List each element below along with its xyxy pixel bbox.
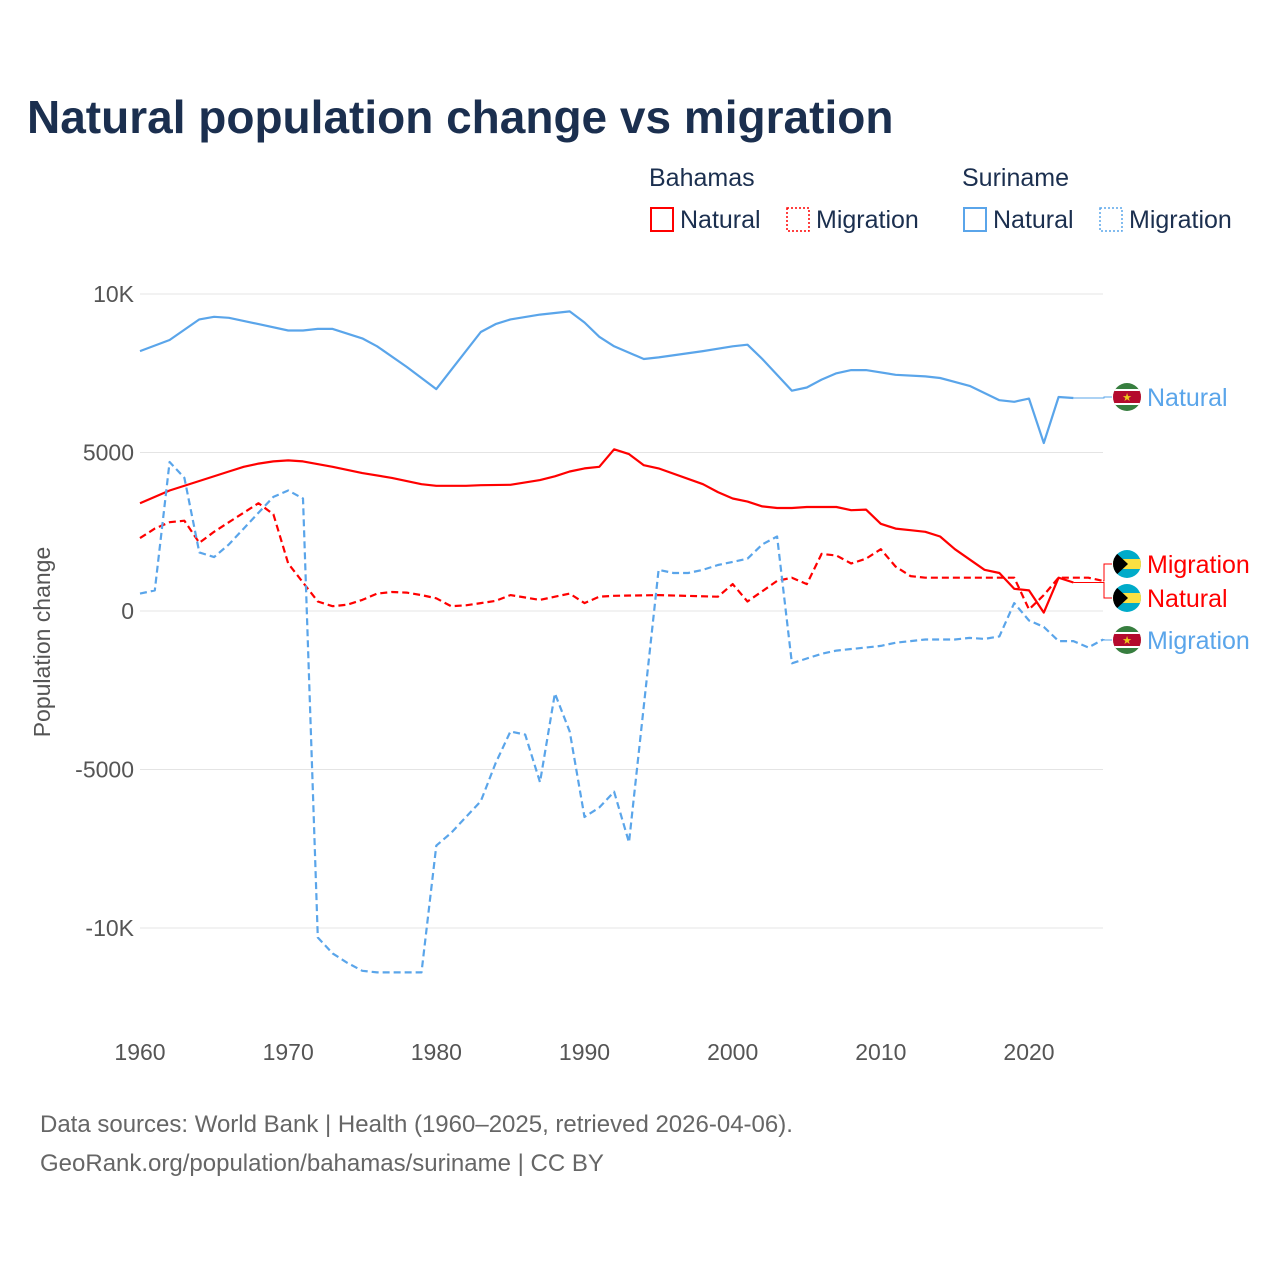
end-label-text: Natural	[1147, 384, 1228, 412]
series-lines	[139, 310, 1104, 974]
legend-item-suriname-natural[interactable]: Natural	[993, 206, 1074, 234]
svg-text:★: ★	[1122, 392, 1132, 404]
x-tick-label: 1980	[411, 1039, 462, 1065]
series-line-bahamas-migration	[139, 502, 1104, 611]
series-line-bahamas-natural	[139, 448, 1074, 614]
bahamas-flag-icon	[1113, 550, 1141, 578]
x-tick-label: 1960	[114, 1039, 165, 1065]
y-tick-label: 5000	[83, 440, 134, 466]
legend-item-bahamas-natural[interactable]: Natural	[680, 206, 761, 234]
series-line-suriname-natural	[139, 310, 1074, 445]
end-label-bahamas-migration: Migration	[1103, 550, 1250, 582]
x-tick-label: 1990	[559, 1039, 610, 1065]
end-label-text: Migration	[1147, 551, 1250, 579]
leader-line	[1073, 396, 1112, 399]
legend-swatch-bahamas-migration	[786, 207, 810, 232]
end-labels: ★ Natural Natural Migration ★ Migration	[1073, 383, 1250, 655]
legend-swatch-suriname-migration	[1099, 207, 1123, 232]
legend-item-bahamas-migration[interactable]: Migration	[816, 206, 919, 234]
end-label-suriname-migration: ★ Migration	[1103, 626, 1250, 655]
suriname-flag-icon: ★	[1113, 626, 1141, 654]
legend-swatch-bahamas-natural	[650, 207, 674, 232]
y-tick-label: -5000	[75, 757, 134, 783]
svg-text:★: ★	[1122, 635, 1132, 647]
legend-group-bahamas: Bahamas	[649, 164, 755, 192]
legend: Bahamas Natural Migration Suriname Natur…	[649, 164, 1232, 234]
bahamas-flag-icon	[1113, 584, 1141, 612]
x-tick-label: 1970	[263, 1039, 314, 1065]
leader-line	[1073, 581, 1112, 599]
end-label-text: Migration	[1147, 627, 1250, 655]
legend-group-suriname: Suriname	[962, 164, 1069, 192]
leader-line	[1103, 563, 1112, 582]
y-axis-label: Population change	[29, 547, 55, 738]
x-tick-label: 2020	[1003, 1039, 1054, 1065]
legend-item-suriname-migration[interactable]: Migration	[1129, 206, 1232, 234]
end-label-bahamas-natural: Natural	[1073, 581, 1228, 613]
y-tick-label: -10K	[85, 915, 134, 941]
chart-title: Natural population change vs migration	[27, 91, 893, 143]
y-tick-label: 10K	[93, 281, 135, 307]
x-tick-label: 2000	[707, 1039, 758, 1065]
legend-swatch-suriname-natural	[963, 207, 987, 232]
end-label-suriname-natural: ★ Natural	[1073, 383, 1228, 412]
x-axis: 1960 1970 1980 1990 2000 2010 2020	[114, 1039, 1054, 1065]
x-tick-label: 2010	[855, 1039, 906, 1065]
source-line-1: Data sources: World Bank | Health (1960–…	[40, 1111, 793, 1138]
suriname-flag-icon: ★	[1113, 383, 1141, 411]
end-label-text: Natural	[1147, 585, 1228, 613]
source-line-2[interactable]: GeoRank.org/population/bahamas/suriname …	[40, 1150, 604, 1177]
series-line-suriname-migration	[139, 460, 1104, 974]
y-tick-label: 0	[121, 598, 134, 624]
